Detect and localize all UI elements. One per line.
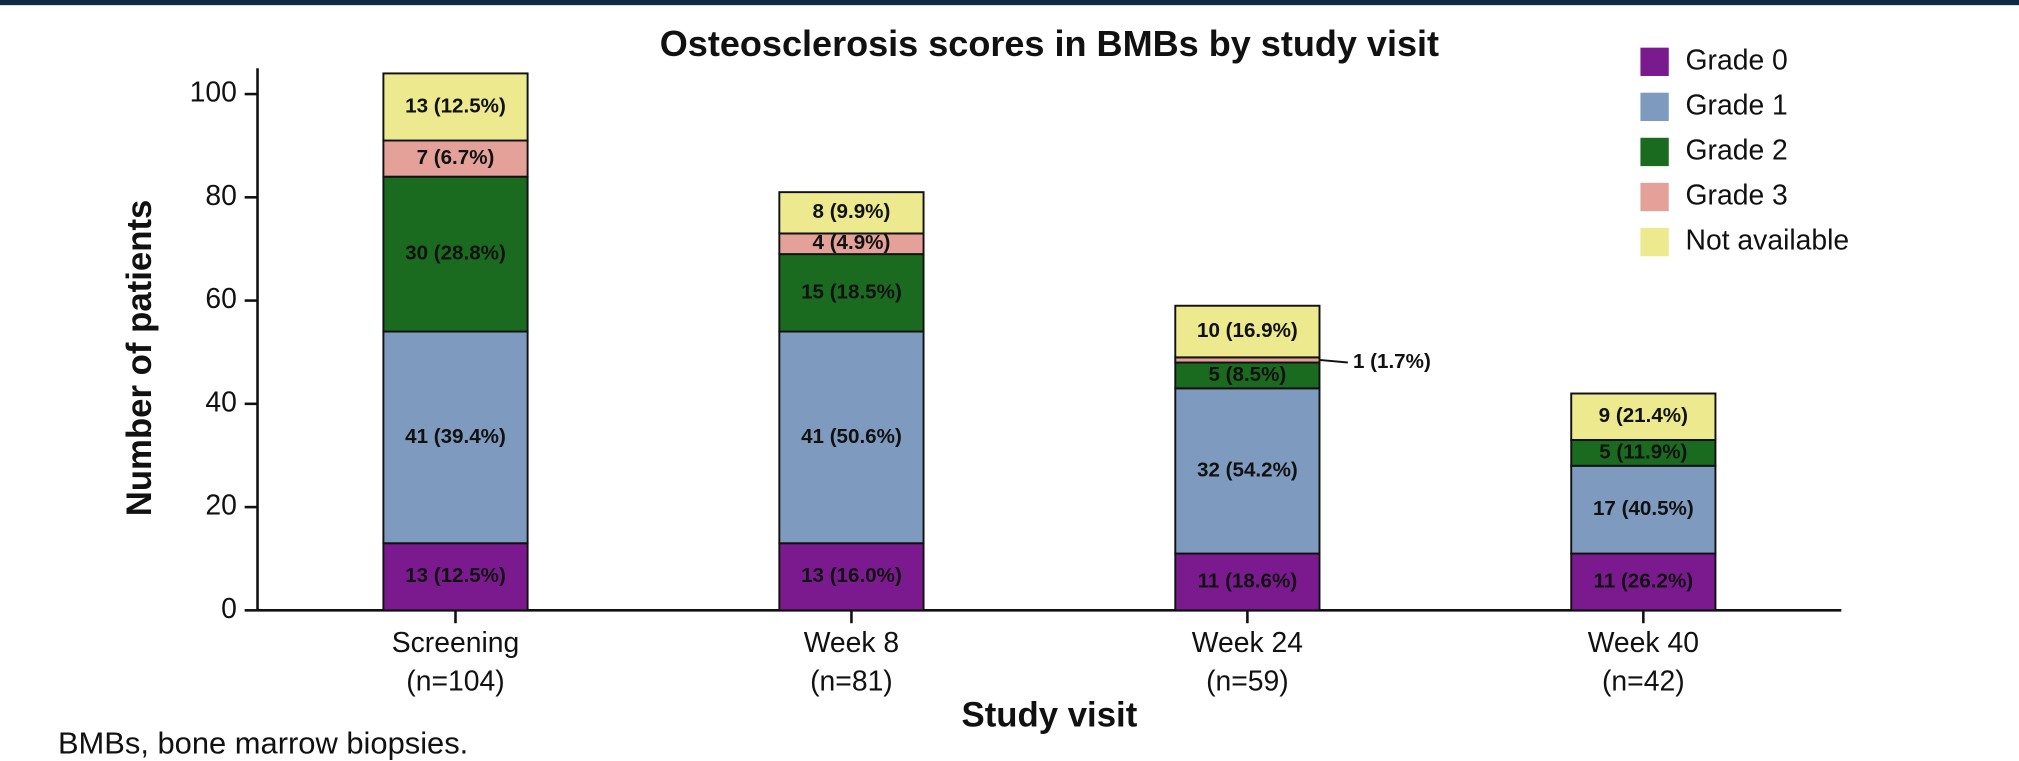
legend-label: Grade 2: [1686, 134, 1788, 166]
bar-segment: [1174, 387, 1321, 555]
y-tick-label: 0: [221, 593, 237, 625]
bar-segment: [382, 175, 529, 333]
x-tick-label: Week 8 (n=81): [804, 628, 899, 699]
value-label: 30 (28.8%): [405, 242, 506, 265]
value-label: 11 (26.2%): [1594, 569, 1694, 592]
bar-segment: [1174, 552, 1321, 612]
legend-label: Grade 1: [1686, 89, 1788, 121]
value-label: 10 (16.9%): [1197, 319, 1298, 342]
legend-swatch: [1640, 182, 1669, 212]
value-label: 32 (54.2%): [1197, 458, 1298, 481]
legend-swatch: [1640, 92, 1669, 122]
legend-swatch: [1640, 137, 1669, 167]
legend-swatch: [1640, 47, 1669, 76]
bar-segment: [1570, 392, 1717, 441]
legend-label: Grade 0: [1686, 44, 1788, 76]
value-label: 13 (12.5%): [405, 564, 506, 587]
y-tick-label: 100: [190, 77, 237, 109]
bar-segment: [382, 72, 529, 142]
y-tick-label: 60: [205, 283, 237, 315]
value-label: 13 (12.5%): [405, 94, 506, 117]
x-tick-label: Screening (n=104): [392, 628, 520, 699]
bar-segment: [778, 330, 925, 545]
value-label: 41 (39.4%): [405, 425, 506, 448]
value-label: 11 (18.6%): [1198, 569, 1298, 592]
x-tick-label: Week 40 (n=42): [1588, 628, 1699, 699]
header-bar: [0, 0, 2019, 6]
x-axis-label: Study visit: [962, 696, 1138, 734]
bar-segment: [778, 191, 925, 235]
bar-segment: [778, 542, 925, 612]
legend-label: Not available: [1686, 225, 1850, 257]
legend-label: Grade 3: [1686, 179, 1788, 211]
value-label: 41 (50.6%): [801, 425, 902, 448]
bar-segment: [1570, 439, 1717, 467]
y-axis-label: Number of patients: [121, 200, 159, 517]
value-label: 8 (9.9%): [813, 200, 891, 223]
bar-segment: [382, 330, 529, 545]
y-tick-label: 80: [205, 180, 237, 212]
value-label: 15 (18.5%): [801, 280, 902, 303]
leader-line: [1319, 358, 1348, 364]
value-label: 7 (6.7%): [417, 146, 495, 169]
value-label: 13 (16.0%): [801, 564, 902, 587]
value-label: 1 (1.7%): [1353, 350, 1431, 373]
footnote: BMBs, bone marrow biopsies.: [58, 726, 468, 761]
value-label: 5 (8.5%): [1208, 363, 1286, 386]
bar-segment: [382, 542, 529, 612]
bar-segment: [382, 139, 529, 178]
value-label: 4 (4.9%): [813, 231, 891, 254]
y-tick-label: 20: [205, 490, 237, 522]
y-tick-label: 40: [205, 386, 237, 418]
x-tick-label: Week 24 (n=59): [1192, 628, 1303, 699]
bar-segment: [1570, 464, 1717, 555]
bar-segment: [778, 253, 925, 333]
value-label: 9 (21.4%): [1599, 404, 1688, 427]
value-label: 17 (40.5%): [1593, 497, 1694, 520]
legend-swatch: [1640, 227, 1669, 257]
bar-segment: [1174, 304, 1321, 359]
chart-title: Osteosclerosis scores in BMBs by study v…: [660, 23, 1439, 64]
value-label: 5 (11.9%): [1599, 440, 1687, 463]
